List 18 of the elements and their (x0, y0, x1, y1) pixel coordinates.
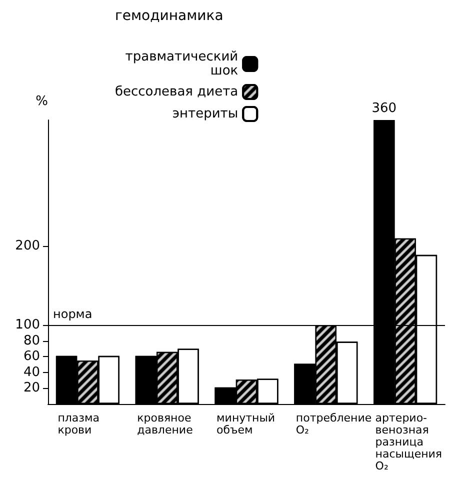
x-tick-label: потребление O₂ (296, 412, 372, 436)
x-tick-label: плазма крови (58, 412, 100, 436)
x-tick-label: минутный объем (216, 412, 276, 436)
x-tick-label: кровяное давление (137, 412, 194, 436)
ref-line-label: норма (53, 307, 92, 322)
y-tick-label: 40 (23, 364, 40, 380)
legend-label: энтериты (172, 106, 238, 122)
data-label: 360 (372, 101, 397, 116)
y-tick-label: 80 (23, 333, 40, 348)
legend-label: травматический шок (125, 50, 238, 78)
legend-label: бессолевая диета (114, 84, 238, 100)
chart-title: гемодинамика (115, 8, 224, 24)
y-tick-label: 200 (15, 238, 40, 254)
y-tick-label: 100 (15, 318, 40, 333)
y-axis-title: % (36, 94, 48, 109)
y-tick-label: 60 (23, 349, 40, 364)
y-tick-label: 20 (23, 380, 40, 396)
x-tick-label: артерио- венозная разница насыщения O₂ (375, 412, 442, 472)
